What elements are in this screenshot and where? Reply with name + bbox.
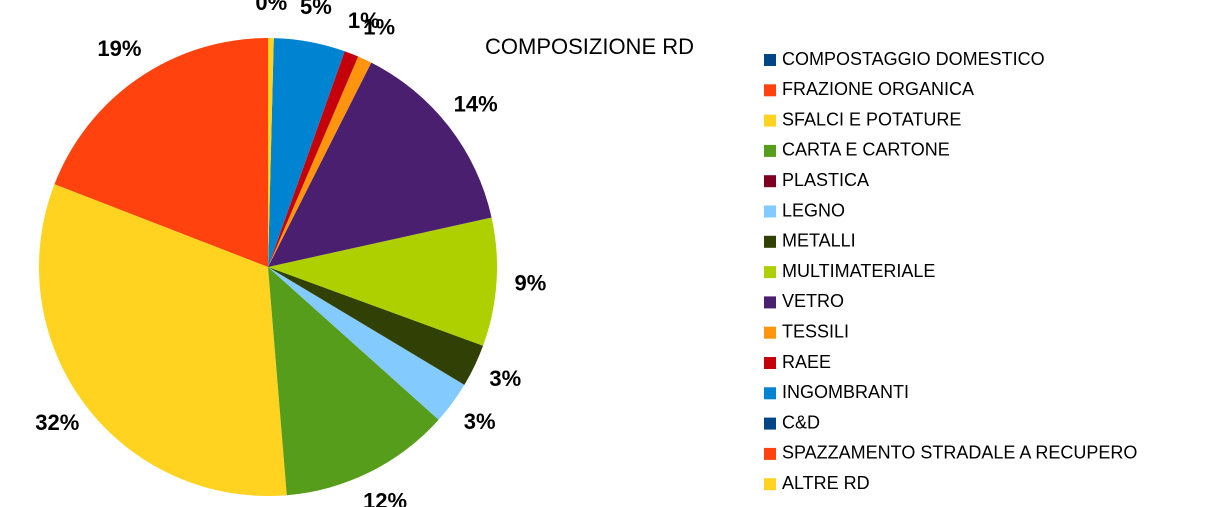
data-label: 3% xyxy=(489,366,521,391)
legend-label: PLASTICA xyxy=(782,170,869,190)
data-label: 0% xyxy=(255,0,287,15)
legend-swatch xyxy=(764,54,776,66)
legend-swatch xyxy=(764,235,776,248)
data-label: 19% xyxy=(97,36,141,61)
data-label: 1% xyxy=(363,14,395,39)
data-label: 5% xyxy=(300,0,332,19)
pie-slice xyxy=(268,62,492,267)
legend-swatch xyxy=(764,478,776,491)
pie-slice xyxy=(268,267,439,496)
data-label: 9% xyxy=(515,270,547,295)
legend-label: CARTA E CARTONE xyxy=(782,140,950,160)
legend-swatch xyxy=(764,114,776,127)
data-label: 12% xyxy=(363,488,407,507)
legend-label: RAEE xyxy=(782,352,831,372)
legend-swatch xyxy=(764,326,776,339)
legend-label: ALTRE RD xyxy=(782,473,870,493)
pie-slice xyxy=(54,38,268,267)
legend-swatch xyxy=(764,84,776,97)
legend-label: TESSILI xyxy=(782,321,849,341)
chart-title: COMPOSIZIONE RD xyxy=(485,34,694,59)
legend-swatch xyxy=(764,417,776,430)
pie-slice xyxy=(268,217,497,346)
pie-slice xyxy=(268,267,484,385)
legend-swatch xyxy=(764,266,776,279)
legend-swatch xyxy=(764,296,776,309)
legend-label: LEGNO xyxy=(782,200,845,220)
legend-label: SFALCI E POTATURE xyxy=(782,109,961,129)
pie-slice xyxy=(268,38,274,267)
legend-label: VETRO xyxy=(782,291,844,311)
legend-swatch xyxy=(764,175,776,188)
legend-label: C&D xyxy=(782,412,820,432)
data-label: 14% xyxy=(454,91,498,116)
data-label: 32% xyxy=(35,410,79,435)
legend-label: COMPOSTAGGIO DOMESTICO xyxy=(782,49,1045,69)
legend-label: SPAZZAMENTO STRADALE A RECUPERO xyxy=(782,443,1137,463)
data-label: 1% xyxy=(348,8,380,33)
legend-swatch xyxy=(764,447,776,460)
legend-label: INGOMBRANTI xyxy=(782,382,909,402)
legend-swatch xyxy=(764,357,776,369)
legend-swatch xyxy=(764,144,776,157)
pie-slice xyxy=(268,51,359,267)
pie-slice xyxy=(268,38,345,267)
pie-slice xyxy=(268,267,465,420)
legend-swatch xyxy=(764,205,776,218)
legend-label: METALLI xyxy=(782,231,856,251)
legend-label: FRAZIONE ORGANICA xyxy=(782,79,974,99)
pie-slice xyxy=(268,56,372,267)
legend-swatch xyxy=(764,387,776,400)
data-label: 3% xyxy=(464,409,496,434)
legend-label: MULTIMATERIALE xyxy=(782,261,935,281)
pie-slice xyxy=(39,184,287,497)
